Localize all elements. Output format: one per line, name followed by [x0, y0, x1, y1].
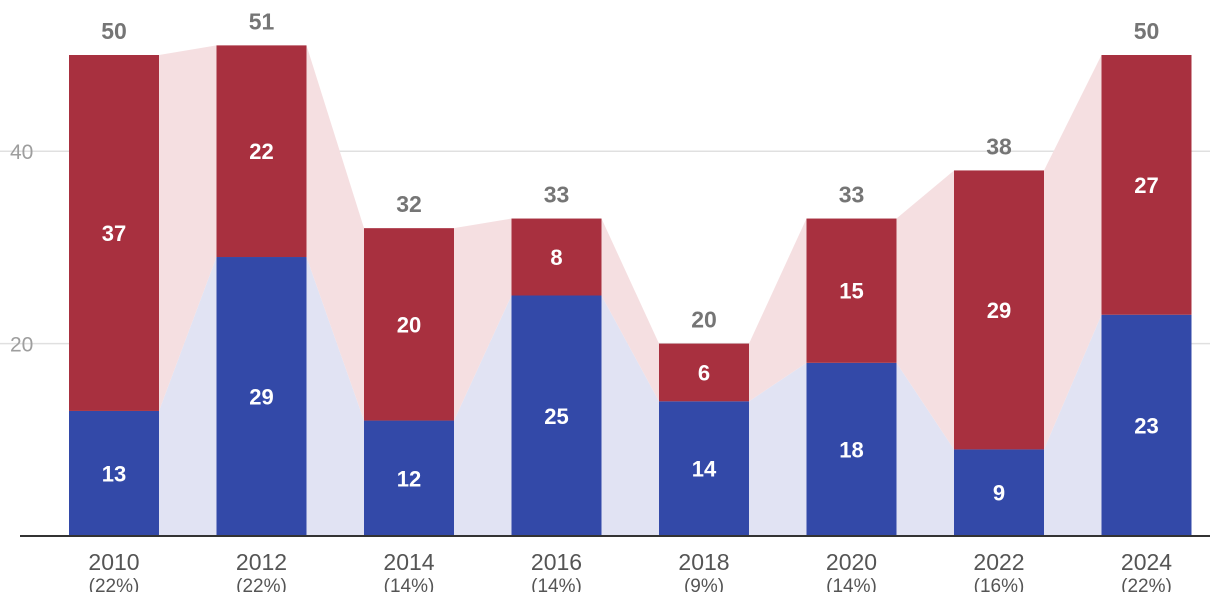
bar-series2-2018 — [659, 343, 749, 402]
x-tick-sublabel: (9%) — [684, 576, 724, 592]
data-label-series1: 25 — [544, 404, 568, 429]
total-label: 38 — [986, 133, 1012, 159]
band-series2-2020 — [896, 170, 954, 450]
bar-series1-2022 — [954, 449, 1044, 536]
data-labels: 13 37 50 29 22 51 12 20 32 25 8 33 14 6 20 18 15 33 9 29 38 2… — [101, 8, 1159, 505]
total-label: 20 — [691, 307, 717, 333]
data-label-series2: 15 — [839, 279, 863, 304]
x-tick-label: 2016 — [531, 549, 582, 575]
data-label-series1: 29 — [249, 385, 273, 410]
bar-series1-2024 — [1101, 314, 1192, 536]
total-label: 33 — [839, 182, 865, 208]
band-series1-2016 — [601, 295, 659, 536]
bar-series2-2022 — [954, 170, 1044, 450]
x-tick-label: 2024 — [1121, 549, 1172, 575]
band-series2-2016 — [601, 218, 659, 402]
band-series1-2022 — [1044, 314, 1102, 536]
bar-series2-2010 — [69, 55, 159, 411]
x-tick-sublabel: (14%) — [384, 576, 435, 592]
bar-series1-2018 — [659, 401, 749, 536]
data-label-series1: 18 — [839, 437, 863, 462]
data-label-series2: 6 — [698, 360, 710, 385]
data-label-series2: 20 — [397, 312, 421, 337]
bars — [69, 45, 1192, 536]
bar-series2-2024 — [1101, 55, 1192, 315]
total-label: 33 — [544, 182, 570, 208]
x-tick-sublabel: (22%) — [89, 576, 140, 592]
data-label-series2: 8 — [550, 245, 562, 270]
data-label-series2: 37 — [102, 221, 126, 246]
band-series2-2014 — [454, 218, 512, 421]
bar-series1-2020 — [806, 362, 897, 536]
x-tick-label: 2012 — [236, 549, 287, 575]
band-series1-2014 — [454, 295, 512, 536]
band-series1-2020 — [896, 362, 954, 536]
x-tick-sublabel: (14%) — [826, 576, 877, 592]
data-label-series2: 27 — [1134, 173, 1158, 198]
bar-series2-2012 — [216, 45, 307, 258]
x-tick-labels: 2010(22%)2012(22%)2014(14%)2016(14%)2018… — [88, 549, 1172, 592]
total-label: 51 — [249, 8, 275, 34]
data-label-series2: 29 — [987, 298, 1011, 323]
data-label-series1: 14 — [692, 457, 717, 482]
band-series1-2010 — [159, 257, 217, 536]
bar-series1-2016 — [511, 295, 602, 536]
bar-series1-2012 — [216, 257, 307, 536]
bar-series2-2014 — [364, 228, 454, 421]
x-tick-label: 2020 — [826, 549, 877, 575]
x-tick-label: 2014 — [383, 549, 434, 575]
x-tick-sublabel: (22%) — [236, 576, 287, 592]
total-label: 50 — [1134, 18, 1160, 44]
band-series2-2018 — [749, 218, 807, 402]
data-label-series1: 12 — [397, 466, 421, 491]
band-series1-2018 — [749, 362, 807, 536]
band-series1-2012 — [306, 257, 364, 536]
total-label: 32 — [396, 191, 422, 217]
y-tick-label: 20 — [10, 334, 33, 357]
data-label-series2: 22 — [249, 139, 273, 164]
bar-series1-2014 — [364, 420, 454, 536]
data-label-series1: 9 — [993, 481, 1005, 506]
total-label: 50 — [101, 18, 127, 44]
x-tick-sublabel: (14%) — [531, 576, 582, 592]
x-tick-label: 2010 — [88, 549, 139, 575]
bar-series1-2010 — [69, 410, 159, 536]
band-series2-2010 — [159, 45, 217, 411]
connector-bands — [159, 45, 1102, 536]
data-label-series1: 13 — [102, 461, 126, 486]
x-tick-sublabel: (16%) — [974, 576, 1025, 592]
y-tick-label: 40 — [10, 141, 33, 164]
x-tick-label: 2022 — [973, 549, 1024, 575]
data-label-series1: 23 — [1134, 413, 1158, 438]
band-series2-2022 — [1044, 55, 1102, 450]
x-tick-sublabel: (22%) — [1121, 576, 1172, 592]
bar-series2-2020 — [806, 218, 897, 363]
bar-series2-2016 — [511, 218, 602, 296]
x-tick-label: 2018 — [678, 549, 729, 575]
band-series2-2012 — [306, 45, 364, 421]
